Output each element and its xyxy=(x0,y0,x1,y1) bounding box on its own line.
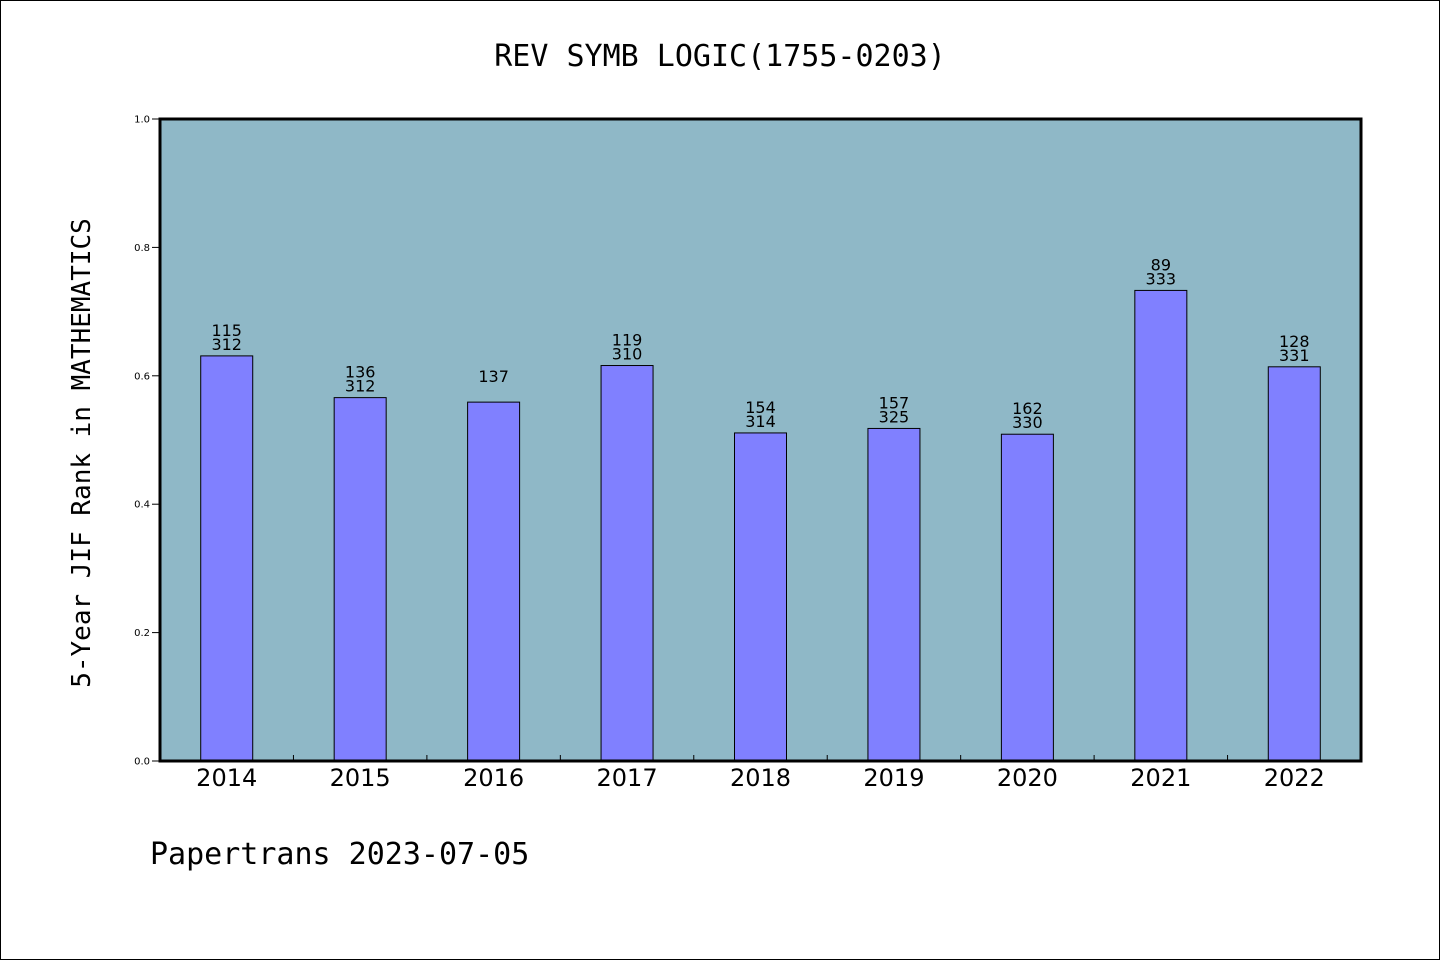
bar xyxy=(867,427,921,762)
data-label-total: 333 xyxy=(1146,269,1177,288)
data-label-total: 330 xyxy=(1012,413,1043,432)
data-label-total: 312 xyxy=(345,377,376,396)
x-tick-label: 2017 xyxy=(597,764,658,792)
x-tick-label: 2022 xyxy=(1264,764,1325,792)
x-tick-label: 2019 xyxy=(863,764,924,792)
bars-group xyxy=(200,289,1321,762)
data-label-rank: 157 xyxy=(879,393,910,412)
data-label-total: 331 xyxy=(1279,346,1310,365)
x-tick-label: 2018 xyxy=(730,764,791,792)
x-ticks-group: 2014 2015 2016 2017 2018 2019 2020 2021 2022 xyxy=(196,755,1325,792)
data-label-rank: 162 xyxy=(1012,399,1043,418)
data-label-rank: 128 xyxy=(1279,332,1310,351)
bar xyxy=(333,397,387,762)
y-tick-label: 0.6 xyxy=(134,371,150,382)
bar xyxy=(600,365,654,762)
plot-border xyxy=(158,117,1363,763)
chart-title: REV SYMB LOGIC(1755-0203) xyxy=(494,39,946,74)
data-label-rank: 137 xyxy=(478,367,509,386)
y-tick-label: 0.8 xyxy=(134,243,150,254)
data-label-rank: 154 xyxy=(745,398,776,417)
y-tick-label: 1.0 xyxy=(134,115,150,126)
bar xyxy=(1267,366,1321,762)
y-ticks-group: 0.0 0.2 0.4 0.6 0.8 1.0 xyxy=(134,115,160,768)
bar xyxy=(734,432,787,762)
data-label-rank: 136 xyxy=(345,363,376,382)
data-label-total: 325 xyxy=(879,407,910,426)
y-tick-label: 0.4 xyxy=(134,500,150,511)
data-label-rank: 115 xyxy=(211,321,242,340)
data-label-total: 312 xyxy=(211,335,242,354)
data-label-rank: 89 xyxy=(1151,255,1171,274)
data-label-total: 314 xyxy=(745,412,776,431)
data-label-total: 310 xyxy=(612,345,643,364)
x-tick-label: 2021 xyxy=(1130,764,1191,792)
bar xyxy=(1134,289,1188,762)
y-tick-label: 0.2 xyxy=(134,628,150,639)
x-tick-label: 2020 xyxy=(997,764,1058,792)
x-tick-label: 2015 xyxy=(330,764,391,792)
bar xyxy=(200,355,254,762)
bar xyxy=(467,401,521,762)
y-axis-label: 5-Year JIF Rank in MATHEMATICS xyxy=(67,218,97,688)
footer-text: Papertrans 2023-07-05 xyxy=(150,837,529,872)
data-label-rank: 119 xyxy=(612,331,643,350)
x-tick-label: 2016 xyxy=(463,764,524,792)
bar xyxy=(1000,433,1054,762)
x-tick-label: 2014 xyxy=(196,764,257,792)
y-tick-label: 0.0 xyxy=(134,757,150,768)
